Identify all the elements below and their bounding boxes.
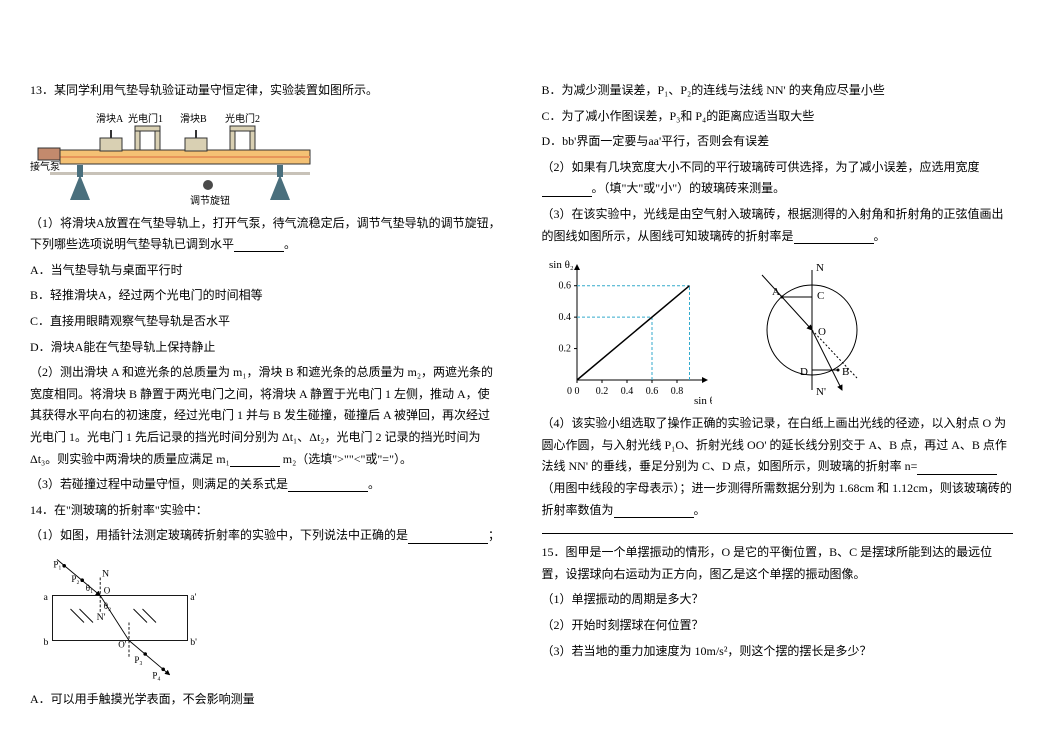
q14-opt-d: D．bb'界面一定要与aa'平行，否则会有误差	[542, 131, 1014, 153]
blank	[794, 230, 874, 244]
q14-p3a-text: （3）在该实验中，光线是由空气射入玻璃砖，根据测得的入射角和折射角的正弦值画出的…	[542, 207, 1004, 243]
q13-p2b-text: m₂（选填">""<"或"="）。	[280, 452, 412, 466]
q14-p2a-text: （2）如果有几块宽度大小不同的平行玻璃砖可供选择，为了减小误差，应选用宽度	[542, 160, 980, 174]
svg-text:O: O	[818, 326, 826, 338]
svg-text:O: O	[104, 586, 111, 596]
q14-p2b-text: 。（填"大"或"小"）的玻璃砖来测量。	[592, 181, 786, 195]
svg-text:θ₁: θ₁	[86, 583, 93, 593]
blank	[408, 530, 488, 544]
svg-text:A: A	[772, 286, 780, 298]
q14-part4: （4）该实验小组选取了操作正确的实验记录，在白纸上画出光线的径迹，以入射点 O …	[542, 413, 1014, 521]
q15-p2: （2）开始时刻摆球在何位置？	[542, 615, 1014, 637]
q13-opt-b: B．轻推滑块A，经过两个光电门的时间相等	[30, 285, 502, 307]
svg-text:滑块A: 滑块A	[96, 113, 124, 125]
q15-p1: （1）单摆振动的周期是多大？	[542, 589, 1014, 611]
svg-text:N': N'	[816, 386, 826, 398]
svg-text:O': O'	[118, 640, 126, 650]
blank	[917, 461, 997, 475]
blank	[230, 453, 280, 467]
sin-chart: 0 0.2 0.4 0.6 0.8 0.2 0.4 0.6 sin θ₁ sin θ₂ 0	[542, 255, 712, 405]
q13-opt-c: C．直接用眼睛观察气垫导轨是否水平	[30, 311, 502, 333]
q14-part2: （2）如果有几块宽度大小不同的平行玻璃砖可供选择，为了减小误差，应选用宽度。（填…	[542, 157, 1014, 200]
q14-part3: （3）在该实验中，光线是由空气射入玻璃砖，根据测得的入射角和折射角的正弦值画出的…	[542, 204, 1014, 247]
q14-p4b-text: （用图中线段的字母表示）；进一步测得所需数据分别为 1.68cm 和 1.12c…	[542, 481, 1012, 517]
q14-p1-text: （1）如图，用插针法测定玻璃砖折射率的实验中，下列说法中正确的是	[30, 528, 408, 542]
svg-text:N: N	[816, 262, 824, 274]
svg-text:sin θ₂: sin θ₂	[549, 259, 574, 271]
q13-opt-a: A．当气垫导轨与桌面平行时	[30, 260, 502, 282]
q14-p3b-text: 。	[874, 229, 886, 243]
svg-text:N': N'	[97, 612, 106, 623]
q13-p3-text: （3）若碰撞过程中动量守恒，则满足的关系式是	[30, 477, 288, 491]
svg-text:0.4: 0.4	[558, 312, 571, 323]
blank	[614, 504, 694, 518]
svg-text:a: a	[44, 592, 49, 603]
svg-text:光电门2: 光电门2	[225, 112, 260, 125]
svg-text:0.2: 0.2	[595, 386, 608, 397]
svg-text:0.8: 0.8	[670, 386, 683, 397]
svg-text:0.6: 0.6	[558, 281, 571, 292]
svg-text:b: b	[44, 637, 49, 648]
q15-p3: （3）若当地的重力加速度为 10m/s²，则这个摆的摆长是多少？	[542, 641, 1014, 663]
q14-part1: （1）如图，用插针法测定玻璃砖折射率的实验中，下列说法中正确的是；	[30, 525, 502, 547]
q15-title: 15．图甲是一个单摆振动的情形，O 是它的平衡位置，B、C 是摆球所能到达的最远…	[542, 542, 1014, 585]
q13-opt-d: D．滑块A能在气垫导轨上保持静止	[30, 337, 502, 359]
q13-p2a-text: （2）测出滑块 A 和遮光条的总质量为 m₁，滑块 B 和遮光条的总质量为 m₂…	[30, 365, 493, 465]
svg-text:D: D	[800, 366, 808, 378]
circle-diagram: N N' A C B D O	[732, 255, 892, 405]
svg-text:P₁: P₁	[53, 560, 61, 570]
svg-text:P₄: P₄	[152, 670, 160, 680]
svg-text:0: 0	[574, 386, 579, 397]
svg-text:a': a'	[190, 592, 196, 603]
svg-text:θ₂: θ₂	[104, 601, 111, 611]
svg-text:0.4: 0.4	[620, 386, 633, 397]
q13-title: 13．某同学利用气垫导轨验证动量守恒定律，实验装置如图所示。	[30, 80, 502, 102]
svg-text:B: B	[842, 366, 849, 378]
blank	[542, 183, 592, 197]
blank	[234, 238, 284, 252]
svg-text:0.6: 0.6	[645, 386, 658, 397]
svg-text:0.2: 0.2	[558, 344, 571, 355]
chart-pair: 0 0.2 0.4 0.6 0.8 0.2 0.4 0.6 sin θ₁ sin θ₂ 0 N N'…	[542, 255, 1014, 405]
svg-text:sin θ₁: sin θ₁	[694, 395, 712, 405]
svg-text:P₃: P₃	[134, 655, 142, 665]
svg-text:滑块B: 滑块B	[180, 113, 207, 125]
q14-opt-c: C．为了减小作图误差，P₃和 P₄的距离应适当取大些	[542, 106, 1014, 128]
svg-text:接气泵: 接气泵	[30, 160, 60, 173]
q14-title: 14．在"测玻璃的折射率"实验中：	[30, 500, 502, 522]
svg-text:光电门1: 光电门1	[128, 112, 163, 125]
right-column: B．为减少测量误差，P₁、P₂的连线与法线 NN' 的夹角应尽量小些 C．为了减…	[542, 80, 1014, 717]
q13-part2: （2）测出滑块 A 和遮光条的总质量为 m₁，滑块 B 和遮光条的总质量为 m₂…	[30, 362, 502, 470]
q13-part3: （3）若碰撞过程中动量守恒，则满足的关系式是。	[30, 474, 502, 496]
svg-text:b': b'	[190, 637, 197, 648]
svg-text:P₂: P₂	[71, 574, 79, 584]
q14-opt-a: A．可以用手触摸光学表面，不会影响测量	[30, 689, 502, 711]
q14-p4c-text: 。	[694, 503, 706, 517]
q14-opt-b: B．为减少测量误差，P₁、P₂的连线与法线 NN' 的夹角应尽量小些	[542, 80, 1014, 102]
svg-text:0: 0	[567, 386, 572, 397]
q13-part1: （1）将滑块A放置在气垫导轨上，打开气泵，待气流稳定后，调节气垫导轨的调节旋钮，…	[30, 213, 502, 256]
svg-text:N: N	[102, 569, 109, 580]
svg-text:C: C	[817, 290, 824, 302]
glass-slab-diagram: P₁ P₂ P₃ P₄ a a' b b' N N' O O' θ₁ θ₂	[30, 555, 210, 681]
left-column: 13．某同学利用气垫导轨验证动量守恒定律，实验装置如图所示。 调节旋钮 接气泵 …	[30, 80, 502, 717]
separator	[542, 533, 1014, 534]
apparatus-diagram: 调节旋钮 接气泵 滑块A 滑块B 光电门1 光电门2	[30, 110, 330, 205]
blank	[288, 478, 368, 492]
svg-text:调节旋钮: 调节旋钮	[190, 194, 230, 205]
